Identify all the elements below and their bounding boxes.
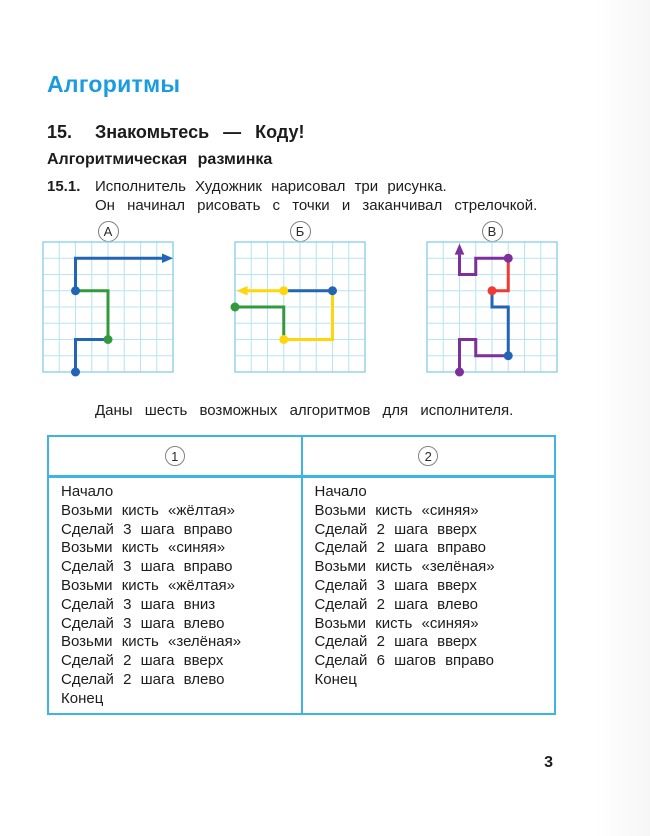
page-number: 3 xyxy=(544,754,553,771)
algorithm-step: Сделай 3 шага влево xyxy=(61,614,225,632)
picture-b-grid xyxy=(230,241,366,373)
table-header-row: 1 2 xyxy=(49,437,554,478)
picture-a: А xyxy=(42,221,174,381)
section-number: 15. xyxy=(47,122,73,142)
algorithm-step: Возьми кисть «синяя» xyxy=(61,539,226,557)
algorithm-step: Сделай 3 шага вправо xyxy=(61,558,233,576)
algorithm-step: Конец xyxy=(61,689,104,707)
page-title: Алгоритмы xyxy=(47,71,181,97)
textbook-page: Алгоритмы 15. Знакомьтесь — Коду! Алгорит… xyxy=(42,71,558,715)
algorithm-step: Сделай 3 шага вниз xyxy=(61,595,216,613)
section-title: Знакомьтесь — Коду! xyxy=(95,122,305,142)
circled-number-1: 1 xyxy=(164,446,185,466)
algorithm-step: Сделай 3 шага вверх xyxy=(314,576,477,594)
algorithm-step: Сделай 3 шага вправо xyxy=(61,520,233,538)
algorithms-table: 1 2 Начало Возьми кисть «жёлтая» Сделай 3 … xyxy=(47,435,556,715)
picture-v: В xyxy=(426,221,558,381)
picture-a-grid xyxy=(42,241,174,377)
algorithm-step: Возьми кисть «синяя» xyxy=(314,614,479,632)
algorithm-step: Сделай 2 шага влево xyxy=(314,595,478,613)
algorithm-step: Сделай 6 шагов вправо xyxy=(314,652,495,670)
exercise-number: 15.1. xyxy=(47,178,81,195)
subsection-heading: Алгоритмическая разминка xyxy=(47,151,273,168)
algorithm-step: Возьми кисть «жёлтая» xyxy=(61,501,236,519)
algorithm-step: Начало xyxy=(314,483,367,500)
pictures-row: А Б В xyxy=(42,221,558,381)
circled-number-2: 2 xyxy=(418,446,439,466)
table-header-cell-2: 2 xyxy=(300,437,555,475)
algorithm-2-cell: Начало Возьми кисть «синяя» Сделай 2 шага … xyxy=(300,478,555,713)
exercise-text: Исполнитель Художник нарисовал три рисун… xyxy=(95,177,537,215)
algorithm-step: Возьми кисть «зелёная» xyxy=(61,633,242,651)
exercise-statement: 15.1. Исполнитель Художник нарисовал три… xyxy=(47,177,556,215)
picture-b: Б xyxy=(230,221,366,381)
algorithm-1-cell: Начало Возьми кисть «жёлтая» Сделай 3 шага… xyxy=(49,478,301,713)
algorithm-step: Сделай 2 шага вверх xyxy=(314,633,477,651)
picture-v-grid xyxy=(426,241,558,377)
algorithm-step: Возьми кисть «зелёная» xyxy=(314,558,495,576)
exercise-line-2: Он начинал рисовать с точки и заканчивал… xyxy=(95,197,538,214)
algorithm-step: Сделай 2 шага вверх xyxy=(61,652,224,670)
algorithms-intro: Даны шесть возможных алгоритмов для испо… xyxy=(95,402,514,419)
table-body-row: Начало Возьми кисть «жёлтая» Сделай 3 шага… xyxy=(49,478,554,713)
algorithm-step: Конец xyxy=(314,670,357,688)
algorithm-step: Сделай 2 шага вверх xyxy=(314,520,477,538)
algorithm-step: Возьми кисть «синяя» xyxy=(314,501,479,519)
algorithm-step: Сделай 2 шага влево xyxy=(61,670,225,688)
exercise-line-1: Исполнитель Художник нарисовал три рисун… xyxy=(95,178,447,195)
table-header-cell-1: 1 xyxy=(49,437,301,475)
algorithm-step: Сделай 2 шага вправо xyxy=(314,539,487,557)
algorithm-step: Начало xyxy=(61,483,114,500)
section-heading: 15. Знакомьтесь — Коду! xyxy=(47,122,556,142)
algorithm-step: Возьми кисть «жёлтая» xyxy=(61,576,236,594)
